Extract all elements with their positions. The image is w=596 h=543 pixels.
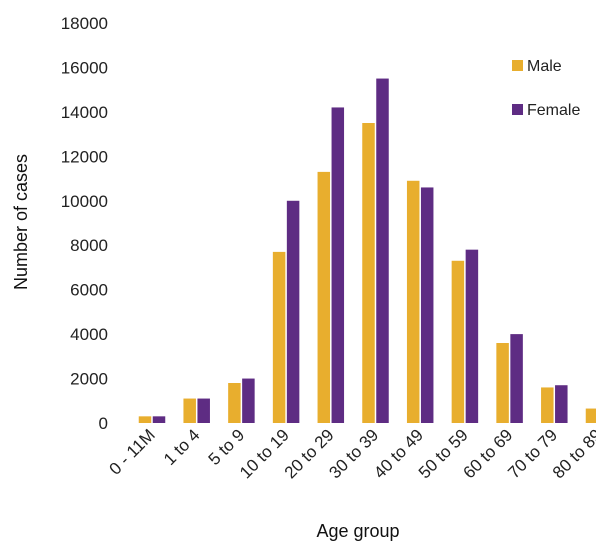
bar-male	[451, 260, 465, 423]
bar-male	[496, 343, 509, 423]
legend-label: Male	[527, 58, 562, 75]
x-tick-label: 0 - 11M	[106, 425, 159, 478]
bars	[138, 78, 596, 424]
y-tick-label: 8000	[70, 236, 108, 255]
y-tick-label: 18000	[61, 14, 108, 33]
bar-female	[286, 200, 300, 423]
bar-male	[228, 383, 241, 423]
bar-male	[362, 123, 375, 423]
y-axis-title: Number of cases	[11, 154, 31, 290]
legend: Male Female	[512, 58, 580, 119]
bar-male	[272, 251, 286, 423]
bar-male	[585, 408, 596, 423]
bar-female	[465, 249, 479, 423]
x-axis-title: Age group	[316, 521, 399, 541]
y-tick-label: 12000	[61, 147, 108, 166]
bar-male	[317, 171, 331, 423]
bar-female	[420, 187, 434, 423]
x-tick-label: 1 to 4	[160, 425, 204, 469]
y-axis-ticks: 0 2000 4000 6000 8000 10000 12000 14000 16000 180…	[61, 14, 108, 433]
bar-female	[555, 385, 568, 423]
bar-male	[406, 180, 420, 423]
y-tick-label: 16000	[61, 58, 108, 77]
y-tick-label: 14000	[61, 103, 108, 122]
bar-female	[510, 334, 523, 423]
bar-male	[138, 416, 152, 423]
bar-female	[242, 378, 255, 423]
bar-female	[331, 107, 345, 423]
bar-female	[197, 398, 210, 423]
y-tick-label: 6000	[70, 281, 108, 300]
legend-swatch	[512, 60, 523, 71]
bar-female	[152, 416, 166, 423]
y-tick-label: 4000	[70, 325, 108, 344]
y-tick-label: 2000	[70, 370, 108, 389]
bar-male	[541, 387, 554, 423]
legend-label: Female	[527, 102, 580, 119]
bar-female	[376, 78, 389, 424]
y-tick-label: 10000	[61, 192, 108, 211]
y-tick-label: 0	[99, 414, 108, 433]
bar-male	[183, 398, 196, 423]
legend-swatch	[512, 104, 523, 115]
